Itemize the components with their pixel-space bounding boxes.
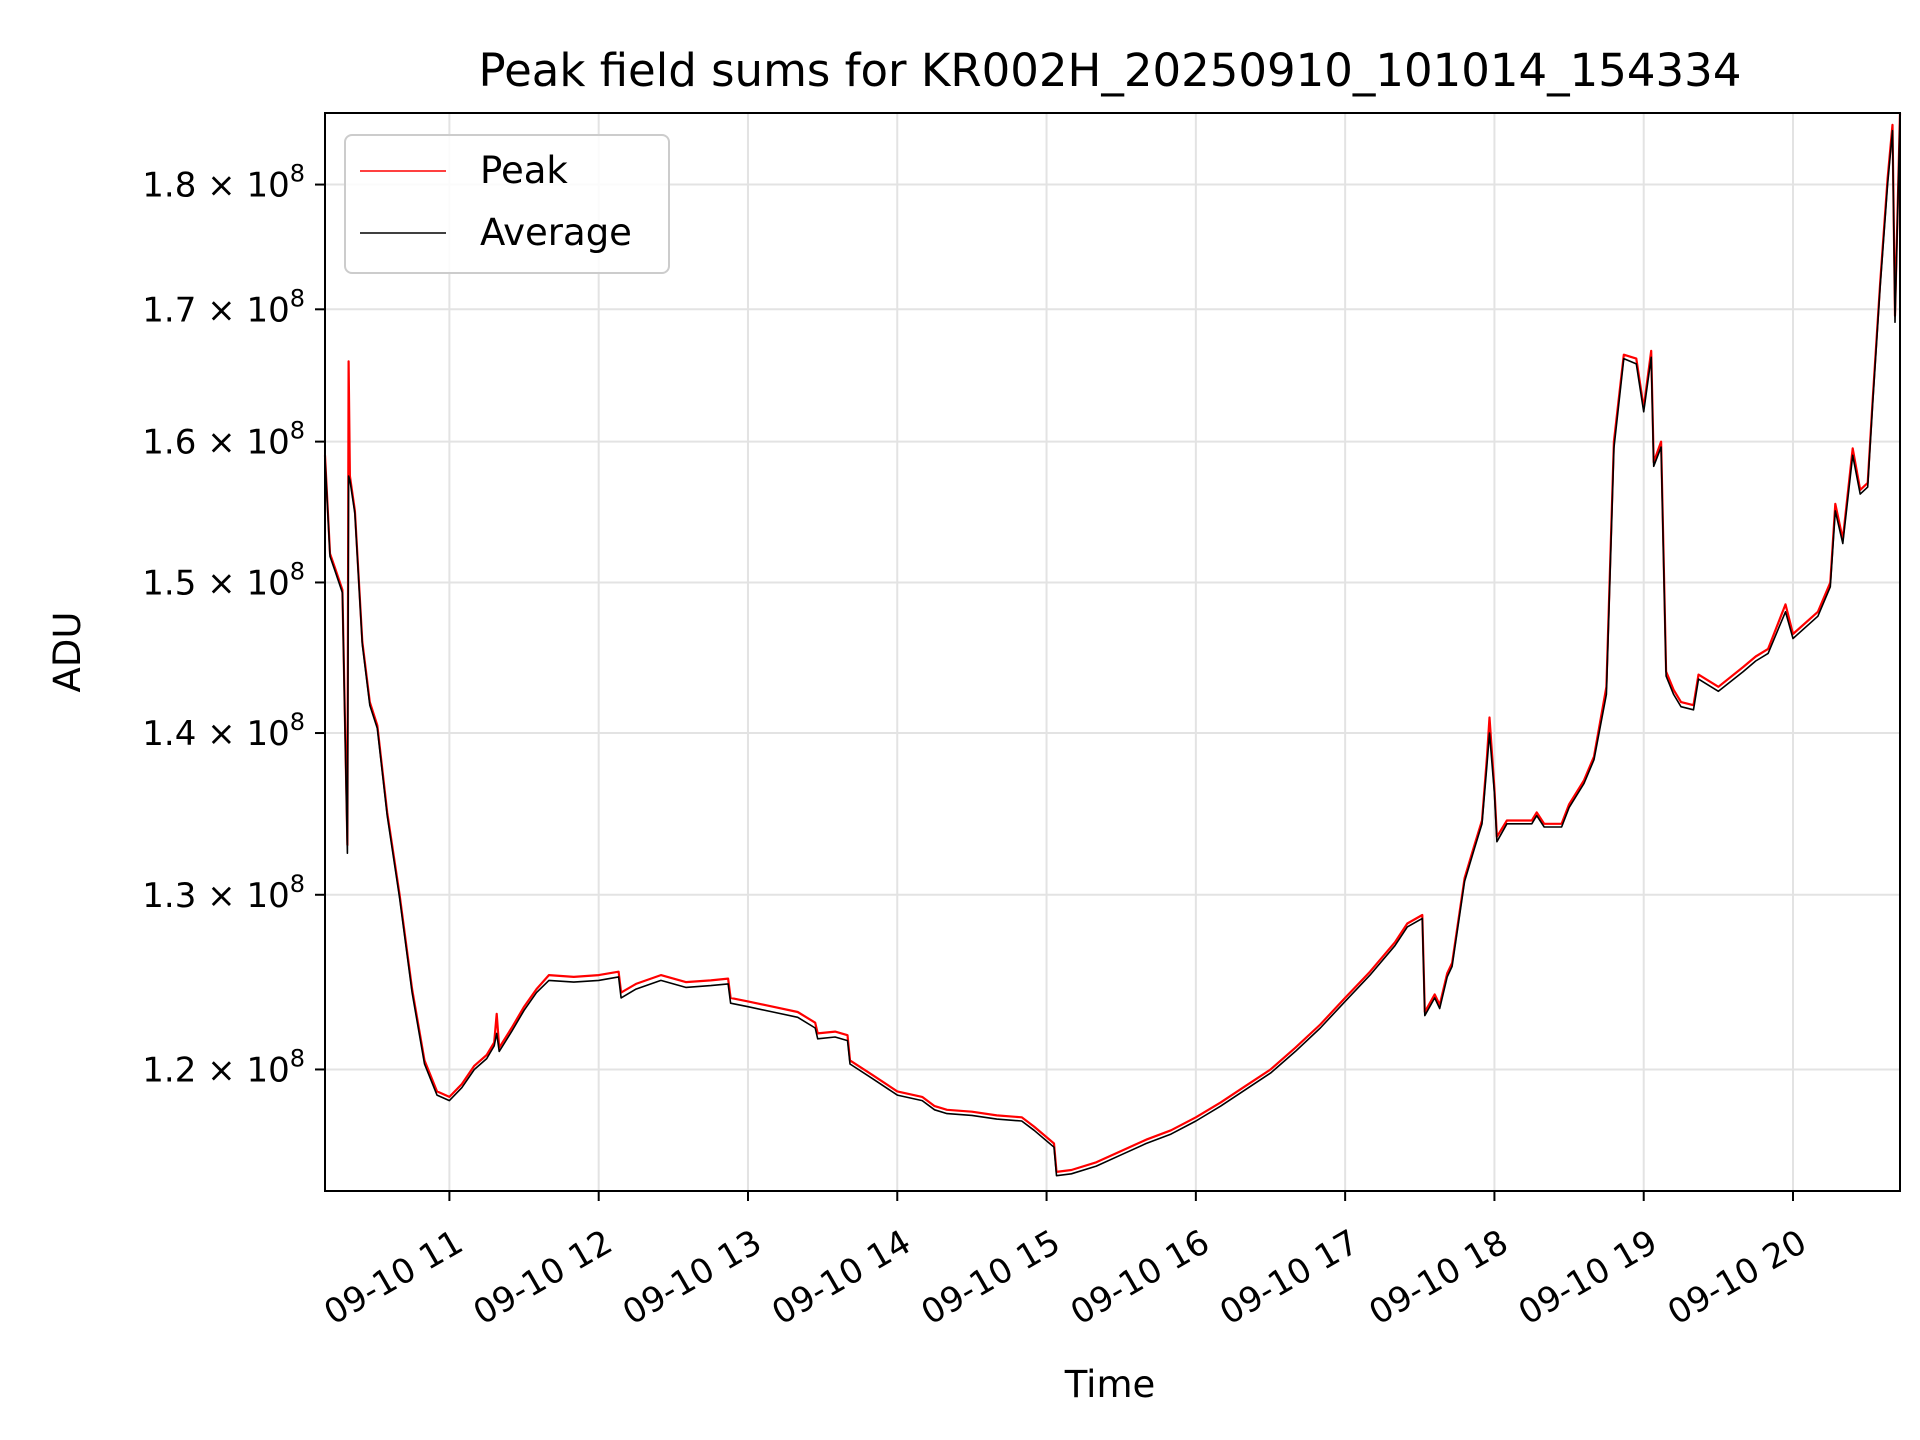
legend-label-average: Average — [480, 211, 632, 254]
y-tick-label: 1.8 × 108 — [142, 160, 305, 206]
legend: Peak Average — [344, 134, 670, 274]
y-tick-label: 1.5 × 108 — [142, 557, 305, 603]
y-tick-label: 1.3 × 108 — [142, 870, 305, 916]
series-group — [323, 112, 1902, 1177]
chart-title: Peak field sums for KR002H_20250910_1010… — [479, 44, 1742, 97]
y-tick-label: 1.2 × 108 — [142, 1044, 305, 1090]
y-tick-label: 1.4 × 108 — [142, 708, 305, 754]
y-axis-title: ADU — [46, 612, 89, 693]
x-axis-title: Time — [1064, 1363, 1156, 1406]
legend-label-peak: Peak — [480, 149, 568, 192]
y-tick-label: 1.7 × 108 — [142, 284, 305, 330]
grid — [325, 113, 1900, 1191]
legend-box — [344, 134, 670, 274]
plot-frame — [324, 112, 1901, 1192]
y-tick-label: 1.6 × 108 — [142, 417, 305, 463]
series-line-peak — [323, 112, 1902, 1174]
series-line-average — [324, 115, 1901, 1177]
